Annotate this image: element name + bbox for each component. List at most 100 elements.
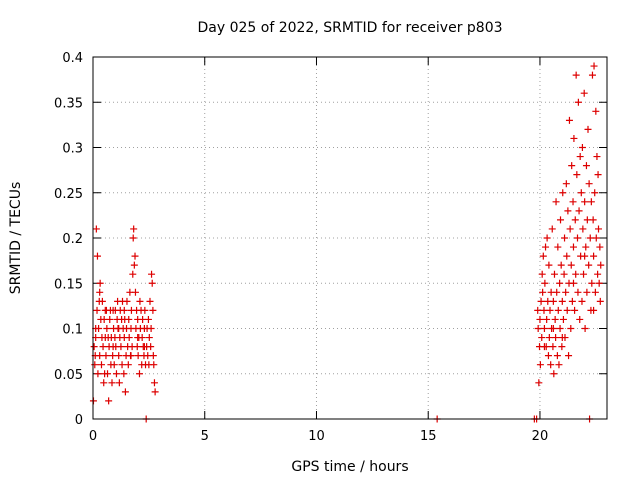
data-point [586,234,594,242]
y-tick-label: 0.05 [54,368,83,383]
data-point [535,379,543,387]
data-point [574,98,582,106]
data-point [150,379,158,387]
y-tick-label: 0.3 [62,142,83,157]
data-point [549,297,557,305]
data-point [559,315,567,323]
data-point [151,388,159,396]
data-point [582,243,590,251]
data-point [563,252,571,260]
data-point [548,225,556,233]
data-point [540,325,548,332]
data-point [581,198,589,206]
data-point [147,325,155,332]
data-point [149,352,157,360]
data-point [591,189,599,197]
data-point [591,288,599,296]
data-point [564,207,572,215]
data-point [102,352,110,360]
data-point [541,279,549,287]
data-point [117,343,125,351]
data-point [130,225,138,233]
data-point [133,343,141,351]
data-point [115,325,123,332]
data-point [590,306,598,314]
data-point [98,297,106,305]
data-point [110,361,118,369]
x-tick-label: 5 [201,429,209,444]
data-point [546,306,554,314]
data-point [569,198,577,206]
gridlines [93,57,607,419]
data-point [576,153,584,161]
data-point [570,134,578,142]
data-point [572,71,580,79]
y-axis-label: SRMTID / TECUs [8,182,24,295]
data-point [585,180,593,188]
data-point [144,315,152,323]
data-point [90,343,98,351]
data-point [569,243,577,251]
data-point [560,270,568,278]
data-point [578,297,586,305]
data-point [92,225,100,233]
y-tick-label: 0.1 [62,323,83,338]
data-point [540,343,548,351]
data-point [536,361,544,369]
data-point [596,243,604,251]
data-point [592,107,600,115]
data-point [124,361,132,369]
x-axis-label: GPS time / hours [291,459,408,475]
data-point [567,325,575,332]
data-point [96,352,104,360]
axis-ticks: 0 0.05 0.1 0.15 0.2 0.25 0.3 0.35 0.4 0 5 10 15 20 [54,51,607,444]
data-point [565,116,573,124]
data-point [105,397,113,405]
x-tick-label: 15 [420,429,437,444]
data-point [121,388,129,396]
data-point [123,297,131,305]
y-tick-label: 0.35 [54,96,83,111]
data-point [555,361,563,369]
data-point [558,297,566,305]
data-point [131,252,139,260]
data-point [580,89,588,97]
data-point [582,162,590,170]
y-tick-label: 0.15 [54,277,83,292]
data-point [552,334,560,342]
data-point [596,297,604,305]
data-point [578,144,586,151]
data-point [594,171,602,179]
x-tick-label: 20 [532,429,549,444]
data-point [572,270,580,278]
data-point [559,189,567,197]
data-point [145,334,153,342]
data-point [540,306,548,314]
data-point [545,261,553,269]
plot-frame [92,56,608,420]
data-point [147,343,155,351]
data-point [545,334,553,342]
data-point [120,306,128,314]
data-point [583,288,591,296]
data-point [536,315,544,323]
data-point [93,252,101,260]
data-point [574,234,582,242]
data-point [148,270,156,278]
data-point [539,288,547,296]
data-point [579,225,587,233]
data-point [590,252,598,260]
y-tick-label: 0 [75,413,83,428]
data-point [588,71,596,79]
data-point [595,225,603,233]
data-point [91,361,99,369]
data-point [135,370,143,378]
data-point [568,297,576,305]
data-point [557,216,565,224]
data-point [592,234,600,242]
data-point [554,243,562,251]
data-point [554,306,562,314]
data-point [109,352,117,360]
data-point [566,225,574,233]
data-point [115,352,123,360]
